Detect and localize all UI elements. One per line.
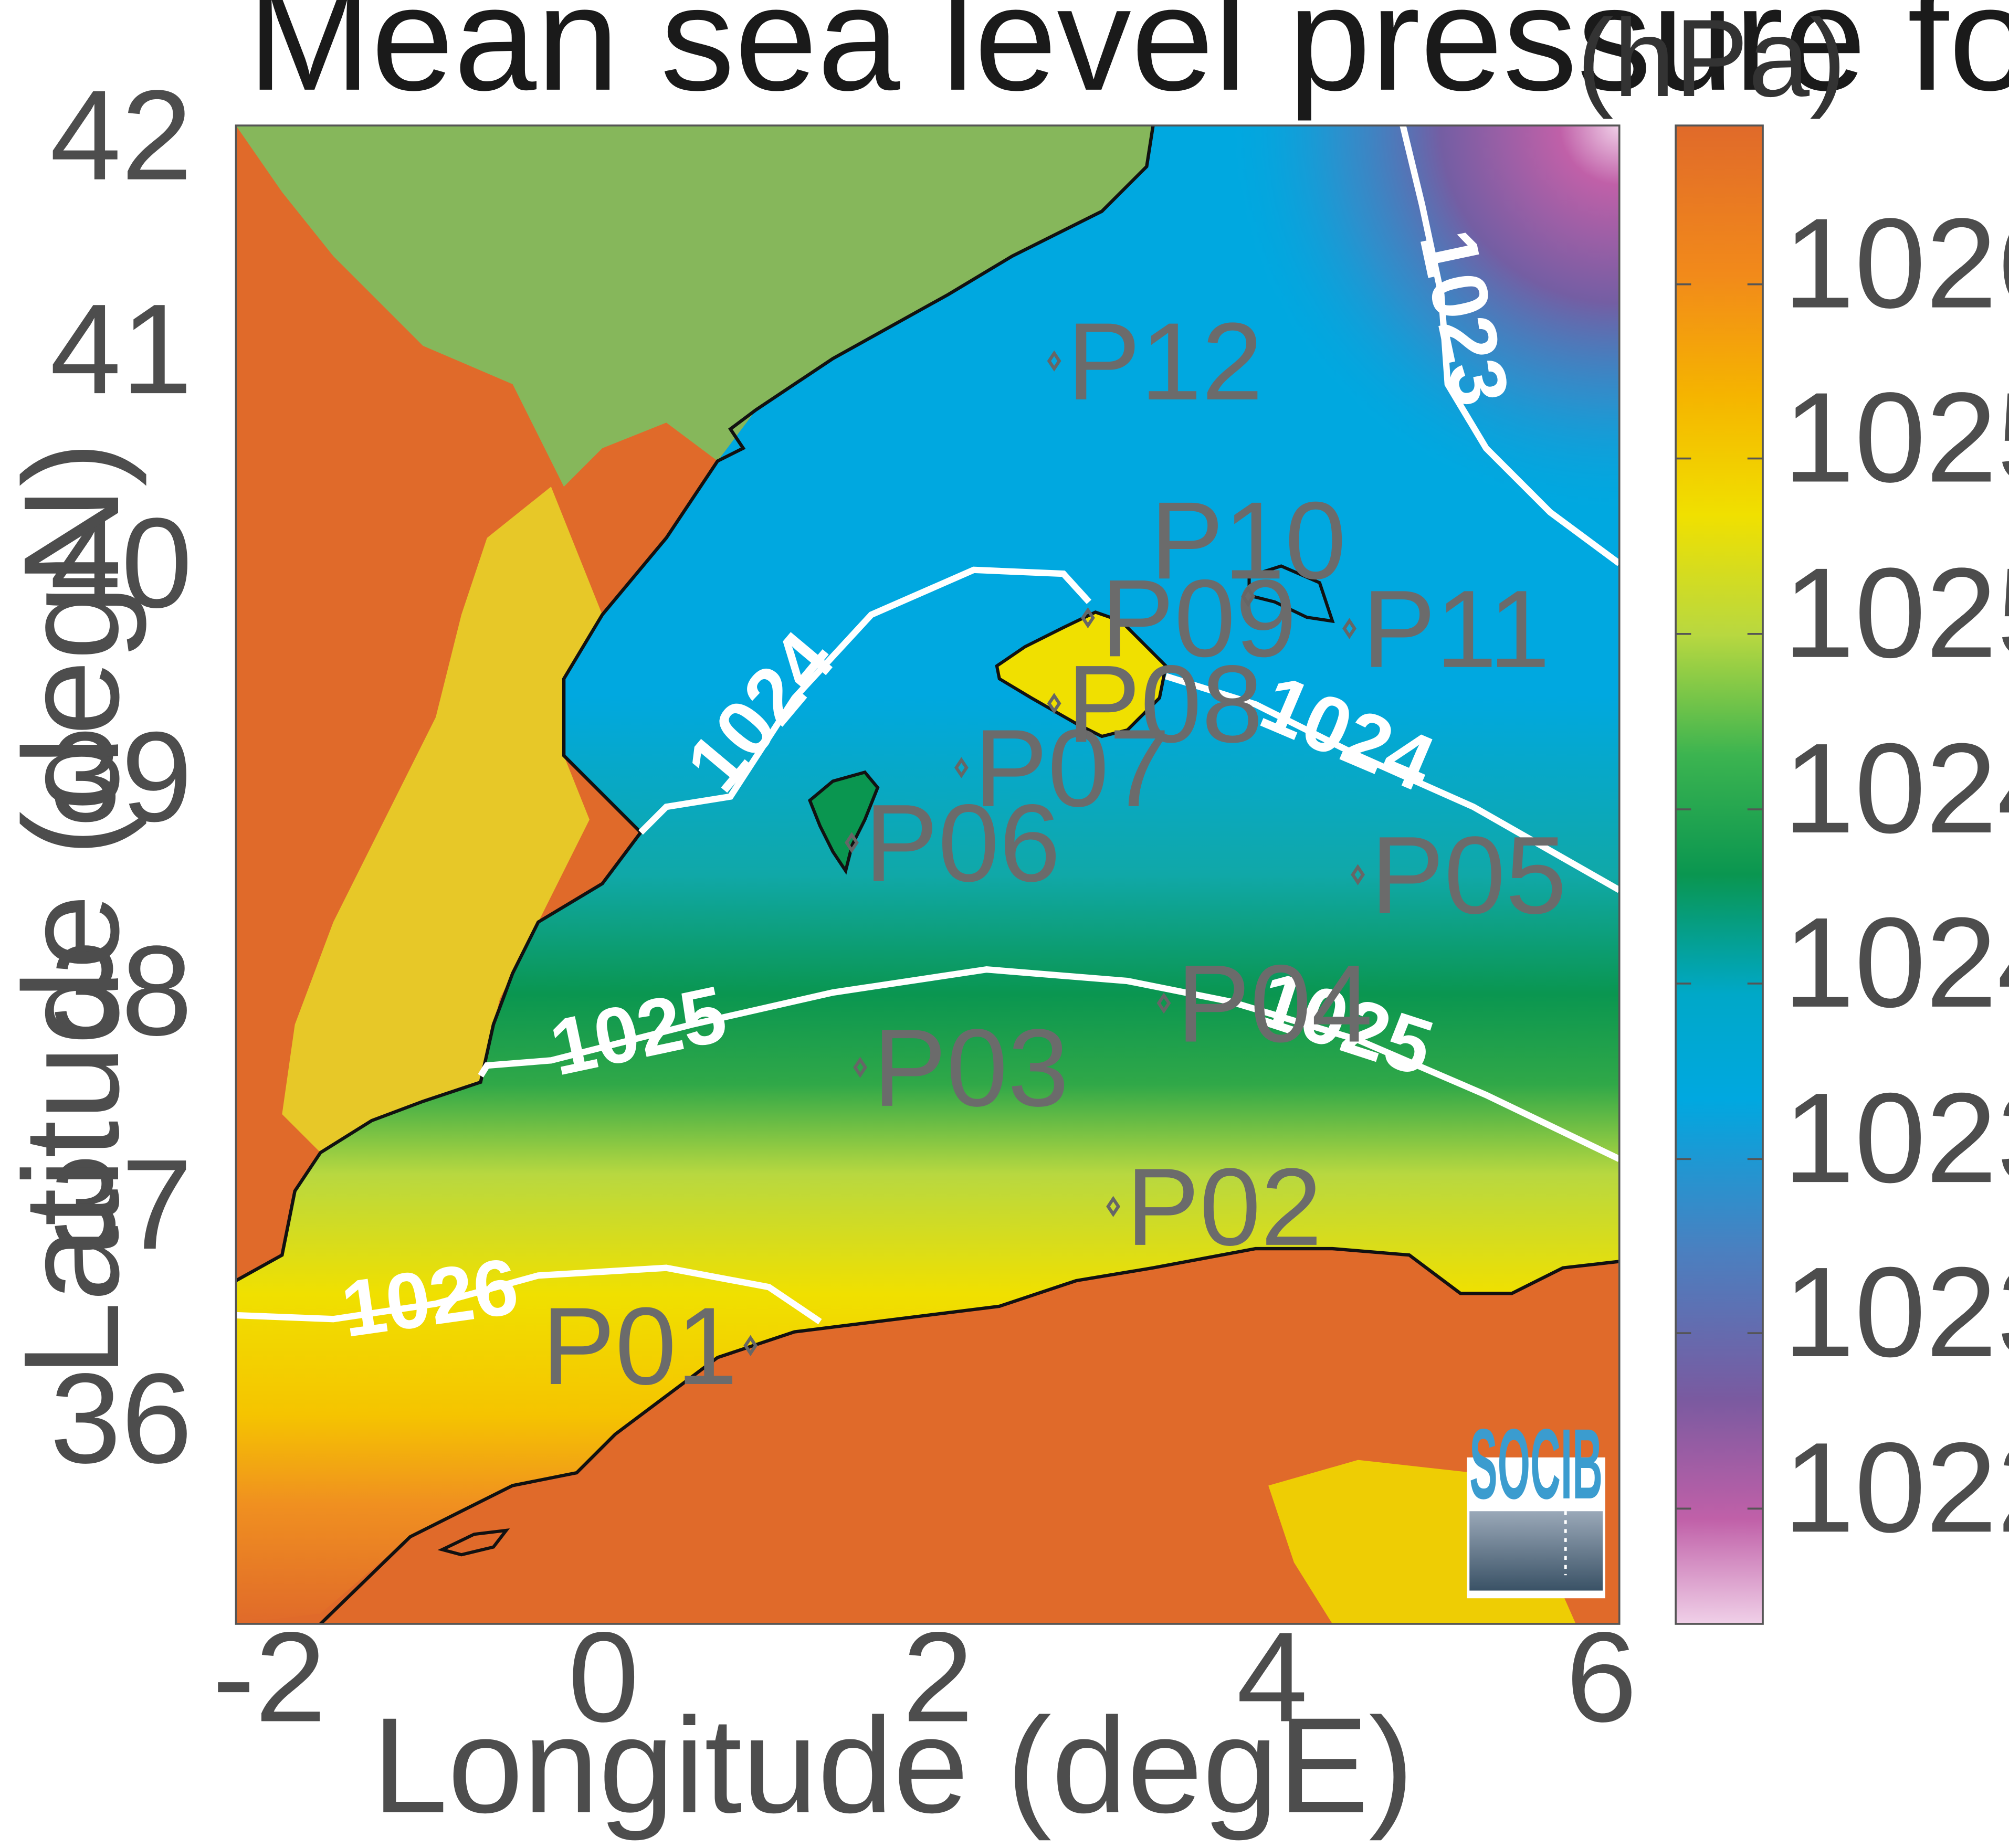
colorbar-tick-1023-5: 1023.5 (1783, 1066, 2009, 1209)
y-tick-40: 40 (50, 491, 192, 635)
x-axis-label: Longitude (degE) (372, 1689, 1414, 1842)
station-label-p01: P01 (542, 1285, 738, 1408)
land-iberia-coastal-band (236, 125, 1153, 487)
colorbar-tick-1025: 1025 (1783, 541, 2009, 684)
socib-logo-wave (1469, 1511, 1603, 1591)
station-marker-p10 (1241, 586, 1256, 607)
isobar-1026 (236, 1264, 822, 1325)
island-mallorca (995, 610, 1168, 738)
station-marker-p01 (743, 1335, 758, 1356)
land-north-africa (236, 1249, 1619, 1624)
colorbar-tick-1024-5: 1024.5 (1783, 716, 2009, 860)
colorbar-tick-1026: 1026 (1783, 192, 2009, 335)
station-marker-p07 (954, 757, 969, 778)
colorbar-tick-1023: 1023 (1783, 1240, 2009, 1384)
island-alboran (437, 1528, 510, 1557)
y-tick-39: 39 (50, 705, 192, 848)
y-axis: 42 41 40 39 38 37 36 Latitude (degN) (0, 64, 193, 1490)
station-label-p02: P02 (1126, 1146, 1322, 1269)
station-label-p06: P06 (865, 782, 1060, 905)
isobar-1024-west (638, 566, 1092, 835)
colorbar: (hPa) 1026 1025.5 1025 1024.5 1024 1023.… (1577, 0, 2009, 1625)
station-marker-p11 (1342, 618, 1356, 639)
station-label-p03: P03 (873, 1007, 1069, 1129)
colorbar-tick-marks (1676, 283, 1763, 1510)
x-axis: -2 0 2 4 6 Longitude (degE) (212, 1605, 1637, 1842)
colorbar-unit: (hPa) (1577, 0, 1846, 120)
coastline-iberia (236, 125, 1155, 1282)
station-label-p08: P08 (1067, 642, 1263, 765)
x-tick-6: 6 (1566, 1605, 1637, 1748)
station-label-p04: P04 (1176, 942, 1372, 1065)
isobar-1024-east (1165, 673, 1619, 893)
socib-logo-text: SOCIB (1469, 1409, 1603, 1520)
island-ibiza (807, 770, 880, 875)
station-marker-p06 (845, 832, 859, 853)
station-label-p11: P11 (1362, 568, 1550, 691)
plot-frame (235, 124, 1621, 1625)
x-tick-4: 4 (1237, 1605, 1308, 1748)
socib-logo: SOCIB (1467, 1409, 1605, 1599)
station-label-p07: P07 (974, 707, 1170, 830)
station-label-p10: P10 (1150, 479, 1346, 602)
y-tick-36: 36 (50, 1347, 192, 1490)
station-marker-p05 (1351, 864, 1365, 885)
map-plot-area: 1023 1024 1024 1025 1025 1026 P01P02P03P… (236, 125, 1619, 1624)
isobar-1023 (1400, 125, 1619, 566)
x-tick-minus2: -2 (212, 1605, 326, 1748)
colorbar-tick-1022-5: 1022.5 (1783, 1416, 2009, 1559)
y-tick-42: 42 (50, 64, 192, 207)
colorbar-tick-1025-5: 1025.5 (1783, 365, 2009, 509)
station-marker-p12 (1047, 350, 1061, 372)
station-marker-p02 (1106, 1196, 1121, 1217)
station-marker-p03 (853, 1057, 867, 1078)
isobar-1025 (478, 966, 1619, 1162)
station-marker-p08 (1047, 693, 1061, 714)
colorbar-bar (1675, 124, 1764, 1625)
station-label-p09: P09 (1101, 557, 1297, 680)
x-tick-0: 0 (568, 1605, 639, 1748)
x-tick-2: 2 (902, 1605, 974, 1748)
station-marker-p04 (1156, 992, 1171, 1014)
y-tick-37: 37 (50, 1133, 192, 1276)
land-iberia-coastal-band-yellow (282, 487, 603, 1153)
y-axis-label: Latitude (degN) (0, 441, 148, 1377)
y-tick-41: 41 (50, 277, 192, 420)
colorbar-tick-1024: 1024 (1783, 891, 2009, 1034)
station-marker-p09 (1080, 607, 1095, 629)
y-tick-38: 38 (50, 919, 192, 1062)
station-label-p05: P05 (1371, 814, 1566, 937)
station-label-p12: P12 (1067, 300, 1263, 423)
coastline-africa (319, 1247, 1619, 1624)
